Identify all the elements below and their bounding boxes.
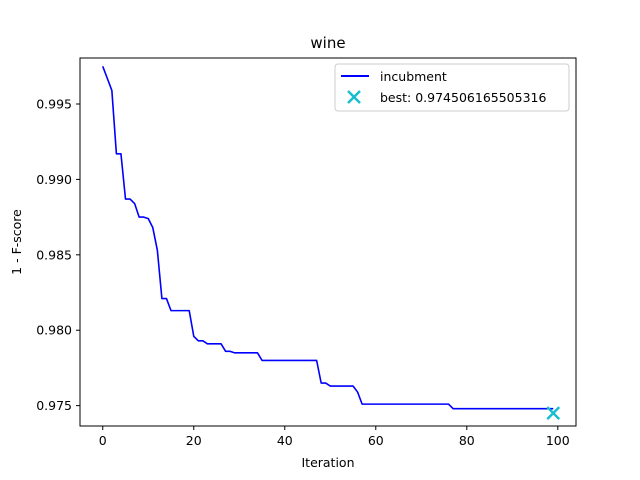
best-point-x-icon [546, 406, 561, 420]
series-layer [102, 66, 554, 410]
legend-label-best: best: 0.974506165505316 [380, 90, 546, 105]
axes-background [80, 58, 576, 426]
y-axis-ticks: 0.975 0.980 0.985 0.990 0.995 [36, 97, 80, 413]
x-axis-label: Iteration [301, 455, 354, 470]
legend-box [334, 63, 570, 112]
chart-title: wine [310, 34, 345, 52]
axes-frame [79, 57, 577, 427]
x-icon [347, 90, 361, 104]
y-tick-label: 0.985 [36, 247, 72, 262]
series-line-incubment [102, 66, 554, 410]
x-tick-label: 0 [99, 433, 107, 448]
best-marker-layer [546, 406, 561, 420]
x-tick-label: 40 [277, 433, 293, 448]
x-tick-label: 60 [368, 433, 384, 448]
x-tick-label: 100 [546, 433, 570, 448]
legend-label-incubment: incubment [380, 69, 447, 84]
y-tick-label: 0.995 [36, 97, 72, 112]
x-axis-ticks: 0 20 40 60 80 100 [99, 426, 570, 448]
y-tick-label: 0.990 [36, 172, 72, 187]
y-tick-label: 0.975 [36, 398, 72, 413]
y-tick-label: 0.980 [36, 323, 72, 338]
plot-area: 0 20 40 60 80 100 0.975 0.980 0.985 0.990 0.995 [36, 57, 577, 448]
legend: incubment best: 0.974506165505316 [334, 63, 570, 112]
x-tick-label: 20 [186, 433, 202, 448]
y-axis-label: 1 - F-score [9, 209, 24, 275]
x-tick-label: 80 [459, 433, 475, 448]
